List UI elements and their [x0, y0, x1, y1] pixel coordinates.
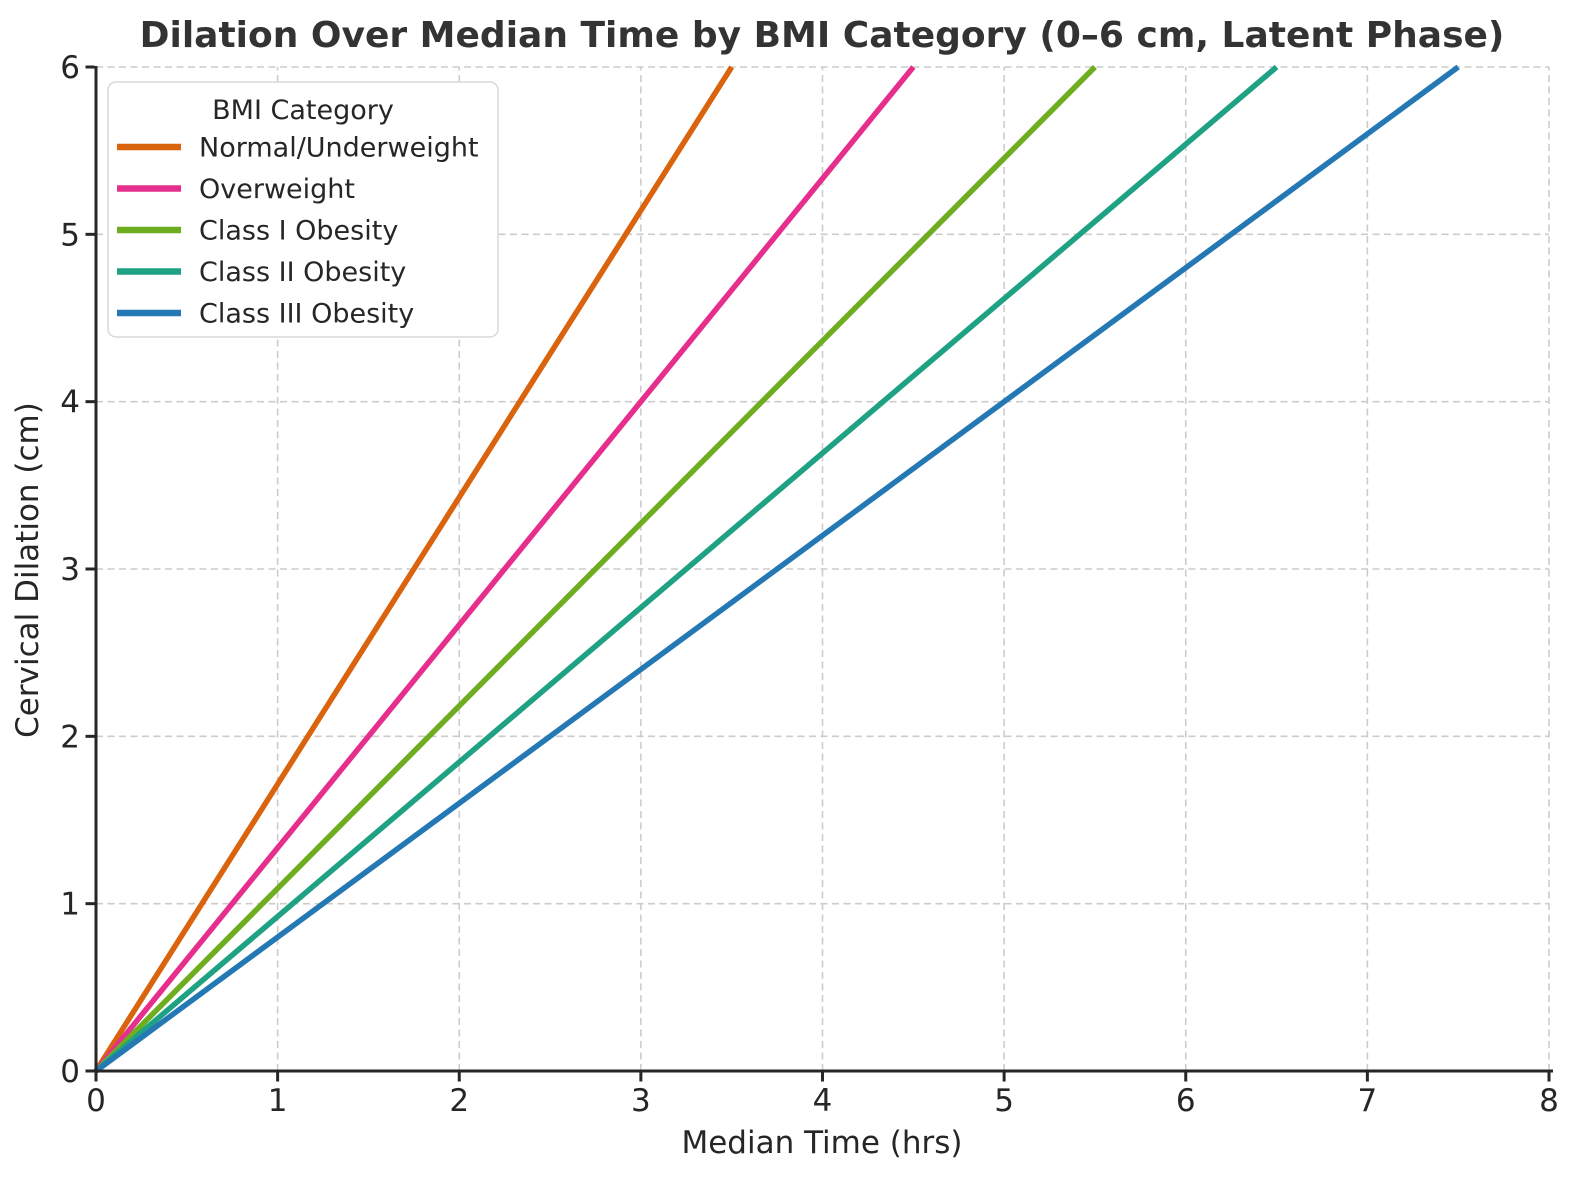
legend-title: BMI Category — [212, 95, 394, 126]
y-tick-label-0: 0 — [60, 1054, 80, 1090]
legend-box — [107, 81, 499, 338]
legend-item-overweight: Overweight — [117, 174, 355, 205]
legend-label-class-i-obesity: Class I Obesity — [199, 216, 398, 247]
x-tick-label-4: 4 — [813, 1083, 833, 1119]
x-tick-label-0: 0 — [86, 1083, 106, 1119]
legend-item-normal-underweight: Normal/Underweight — [117, 133, 479, 164]
y-tick-label-2: 2 — [60, 719, 80, 755]
x-tick-label-5: 5 — [994, 1083, 1014, 1119]
legend-label-normal-underweight: Normal/Underweight — [199, 133, 479, 164]
chart-title: Dilation Over Median Time by BMI Categor… — [140, 15, 1505, 56]
y-tick-label-1: 1 — [60, 887, 80, 923]
series-line-class-iii-obesity — [94, 64, 1460, 1074]
legend-item-class-ii-obesity: Class II Obesity — [117, 257, 406, 288]
x-tick-label-6: 6 — [1176, 1083, 1196, 1119]
x-tick-label-3: 3 — [631, 1083, 651, 1119]
series-layer — [93, 64, 1460, 1074]
legend-label-overweight: Overweight — [199, 174, 355, 205]
x-axis-label: Median Time (hrs) — [681, 1125, 962, 1161]
legend-item-class-iii-obesity: Class III Obesity — [117, 299, 414, 330]
tick-layer: 0 1 2 3 4 5 6 7 8 0 1 2 3 4 5 6 — [60, 50, 1559, 1119]
series-line-class-i-obesity — [94, 65, 1097, 1073]
x-tick-label-1: 1 — [268, 1083, 288, 1119]
legend-label-class-ii-obesity: Class II Obesity — [199, 257, 406, 288]
series-line-normal-underweight — [93, 65, 735, 1073]
legend-items: Normal/Underweight Overweight Class I Obes… — [117, 133, 479, 330]
x-tick-label-7: 7 — [1358, 1083, 1378, 1119]
y-tick-label-6: 6 — [60, 50, 80, 86]
legend: BMI Category Normal/Underweight Overweigh… — [107, 81, 499, 338]
legend-item-class-i-obesity: Class I Obesity — [117, 216, 398, 247]
x-tick-label-8: 8 — [1539, 1083, 1559, 1119]
y-tick-label-4: 4 — [60, 385, 80, 421]
x-tick-label-2: 2 — [449, 1083, 469, 1119]
series-line-class-ii-obesity — [94, 64, 1279, 1074]
grid-layer — [95, 66, 1550, 1072]
y-tick-label-5: 5 — [60, 217, 80, 253]
y-axis-label: Cervical Dilation (cm) — [10, 402, 46, 738]
y-tick-label-3: 3 — [60, 552, 80, 588]
legend-label-class-iii-obesity: Class III Obesity — [199, 299, 414, 330]
series-line-overweight — [93, 65, 916, 1073]
axes-layer — [94, 66, 1553, 1073]
